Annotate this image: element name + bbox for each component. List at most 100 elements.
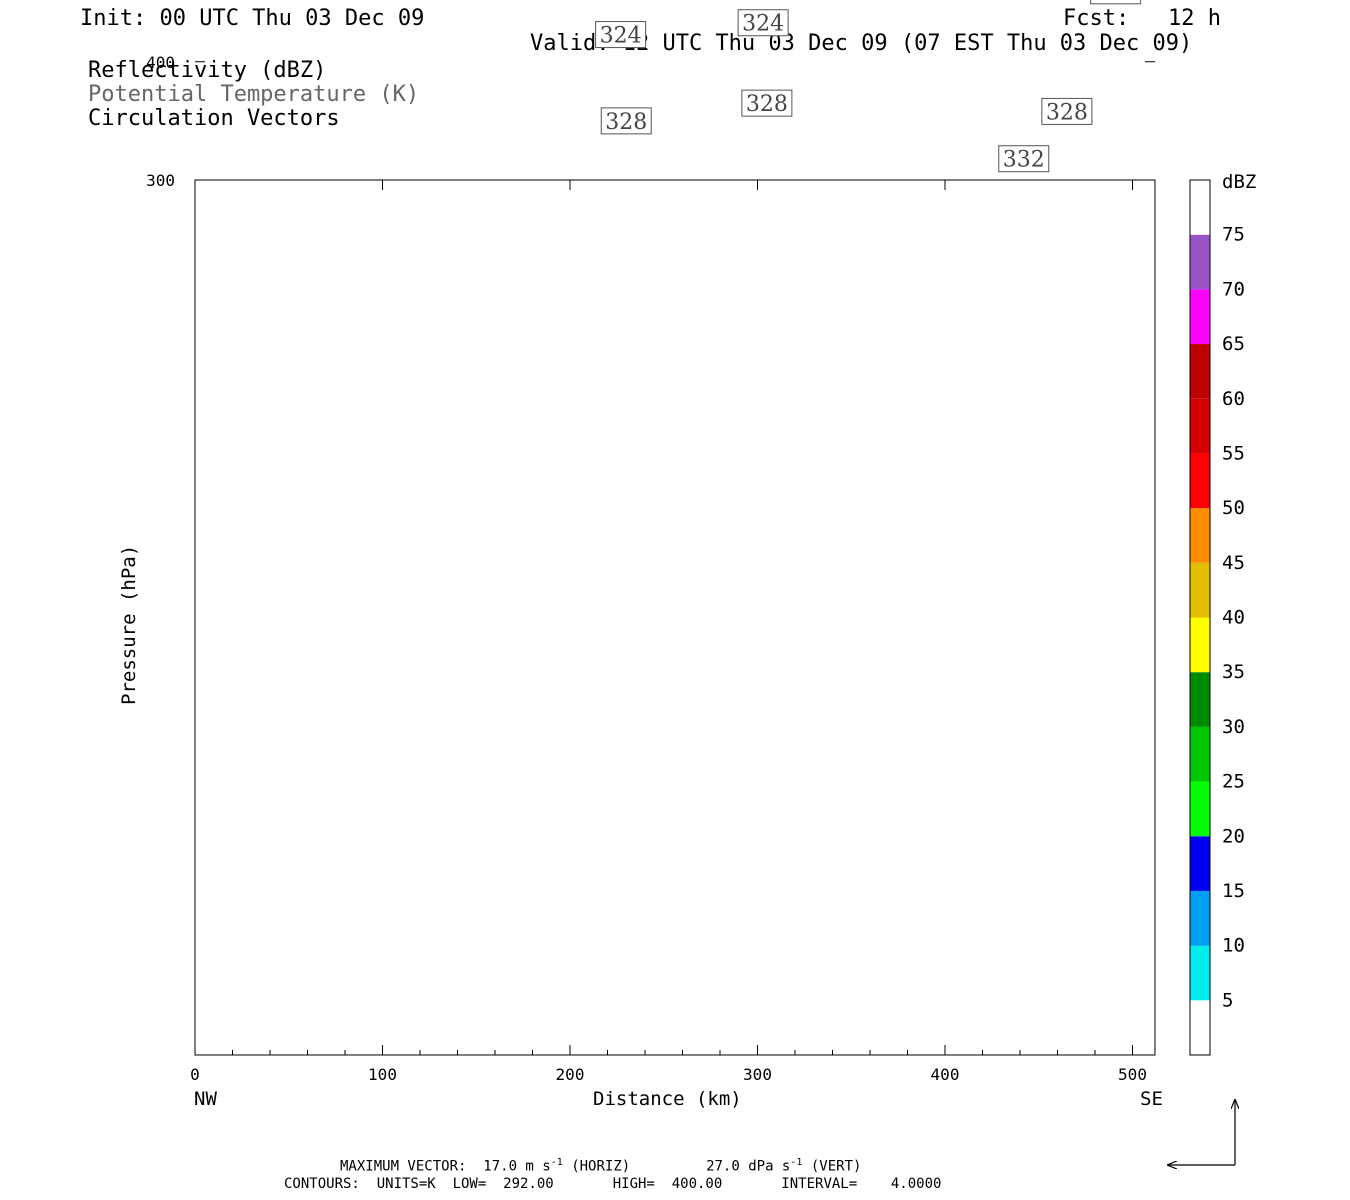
max-vector-line: MAXIMUM VECTOR: 17.0 m s-1 (HORIZ) 27.0 … [340, 1157, 861, 1175]
x-tick-label-0: 0 [190, 1065, 200, 1084]
x-tick-label-200: 200 [556, 1065, 585, 1084]
theta-label-box-324-2 [1090, 0, 1142, 5]
theta-label-328-0: 328 [605, 110, 647, 135]
colorbar-swatch-5 [1190, 726, 1210, 782]
theta-label-328-2: 328 [1046, 100, 1088, 125]
vector-11 [458, 0, 477, 6]
colorbar: 5 10 15 20 25 30 35 40 45 50 55 60 65 70 75 [1189, 179, 1245, 1056]
vector-36 [1020, 3, 1048, 21]
vector-28 [861, 0, 880, 6]
theta-label-box-328-0 [600, 107, 652, 135]
max-vector-horiz-tag: (HORIZ) [571, 1158, 631, 1175]
x-tick-label-400: 400 [931, 1065, 960, 1084]
colorbar-unit: dBZ [1222, 171, 1256, 193]
colorbar-swatch-2 [1190, 890, 1210, 946]
y-tick-label-400: 400 [146, 53, 175, 72]
vector-26 [861, 111, 880, 120]
vector-19 [645, 62, 668, 71]
field-title-reflectivity: Reflectivity (dBZ) [88, 58, 327, 83]
colorbar-label-10: 10 [1222, 935, 1245, 957]
max-vector-vert-tag: (VERT) [810, 1158, 862, 1175]
colorbar-swatch-4 [1190, 781, 1210, 837]
x-tick-label-500: 500 [1118, 1065, 1147, 1084]
x-end-label-left: NW [194, 1088, 217, 1110]
vector-10 [458, 62, 477, 71]
vert-unit-exponent: -1 [790, 1157, 803, 1168]
x-axis-title: Distance (km) [593, 1088, 742, 1110]
theta-label-328-1: 328 [746, 92, 788, 117]
init-time: Init: 00 UTC Thu 03 Dec 09 [80, 6, 425, 31]
colorbar-label-75: 75 [1222, 224, 1245, 246]
max-vector-horiz-text: MAXIMUM VECTOR: 17.0 m s [340, 1158, 551, 1175]
colorbar-label-55: 55 [1222, 442, 1245, 464]
axes: 0100200300400500300400500600700800900100… [146, 53, 1155, 1084]
colorbar-swatch-11 [1190, 398, 1210, 454]
forecast-label: Fcst: [1063, 6, 1130, 31]
theta-contour-328 [195, 46, 1155, 100]
theta-label-324-0: 324 [600, 24, 642, 49]
colorbar-swatch-7 [1190, 617, 1210, 673]
x-tick-label-100: 100 [368, 1065, 397, 1084]
vector-35 [983, 62, 1009, 83]
colorbar-label-50: 50 [1222, 497, 1245, 519]
theta-contour-324 [195, 0, 1155, 32]
forecast-hours: 12 h [1168, 6, 1221, 31]
vector-61 [1088, 9, 1111, 18]
theta-label-324-1: 324 [742, 12, 784, 37]
colorbar-label-70: 70 [1222, 278, 1245, 300]
colorbar-label-35: 35 [1222, 661, 1245, 683]
theta-label-box-324-0 [595, 21, 647, 49]
theta-label-324-2: 324 [1095, 0, 1137, 5]
vector-1 [373, 111, 386, 132]
y-axis-title: Pressure (hPa) [118, 545, 140, 705]
vector-38 [167, 127, 195, 139]
vector-3 [373, 56, 386, 65]
y-tick-label-300: 300 [146, 171, 175, 190]
max-vector-vert-text: 27.0 dPa s [706, 1158, 791, 1175]
x-tick-label-300: 300 [743, 1065, 772, 1084]
colorbar-swatch-10 [1190, 453, 1210, 509]
colorbar-label-30: 30 [1222, 716, 1245, 738]
colorbar-swatch-14 [1190, 234, 1210, 290]
colorbar-swatch-15 [1190, 180, 1210, 235]
theta-label-box-324-1 [737, 9, 789, 37]
x-end-label-right: SE [1140, 1088, 1163, 1110]
vector-31 [889, 62, 912, 86]
field-title-theta: Potential Temperature (K) [88, 82, 420, 107]
contour-info-line: CONTOURS: UNITS=K LOW= 292.00 HIGH= 400.… [284, 1176, 942, 1192]
vector-5 [373, 0, 386, 6]
plot-frame [194, 179, 1156, 1056]
colorbar-swatch-1 [1190, 945, 1210, 1001]
theta-contour-layer [195, 0, 1155, 159]
colorbar-swatch-8 [1190, 562, 1210, 618]
vector-2 [285, 62, 308, 112]
colorbar-label-5: 5 [1222, 989, 1233, 1011]
vector-0 [285, 115, 308, 153]
vector-24 [758, 0, 777, 6]
vector-30 [889, 109, 917, 144]
colorbar-swatch-0 [1190, 1000, 1210, 1055]
colorbar-label-45: 45 [1222, 552, 1245, 574]
vector-27 [861, 62, 880, 71]
horiz-unit-exponent: -1 [550, 1157, 563, 1168]
vector-4 [289, 0, 317, 68]
colorbar-label-15: 15 [1222, 880, 1245, 902]
reference-vector-icon [1168, 1100, 1235, 1165]
colorbar-swatch-9 [1190, 508, 1210, 563]
theta-contour-label-layer: 2922963003003043043083083083123123123163… [595, 0, 1142, 173]
vector-9 [458, 115, 477, 124]
theta-label-box-328-1 [741, 89, 793, 117]
vector-14 [551, 62, 570, 71]
colorbar-label-20: 20 [1222, 825, 1245, 847]
vector-62 [1088, 56, 1111, 65]
colorbar-label-40: 40 [1222, 607, 1245, 629]
vector-32 [889, 0, 912, 11]
field-title-vectors: Circulation Vectors [88, 106, 340, 131]
vector-13 [551, 111, 570, 120]
colorbar-label-65: 65 [1222, 333, 1245, 355]
colorbar-label-60: 60 [1222, 388, 1245, 410]
theta-label-box-332-0 [998, 145, 1050, 173]
vector-34 [954, 111, 980, 132]
vector-15 [557, 0, 576, 26]
